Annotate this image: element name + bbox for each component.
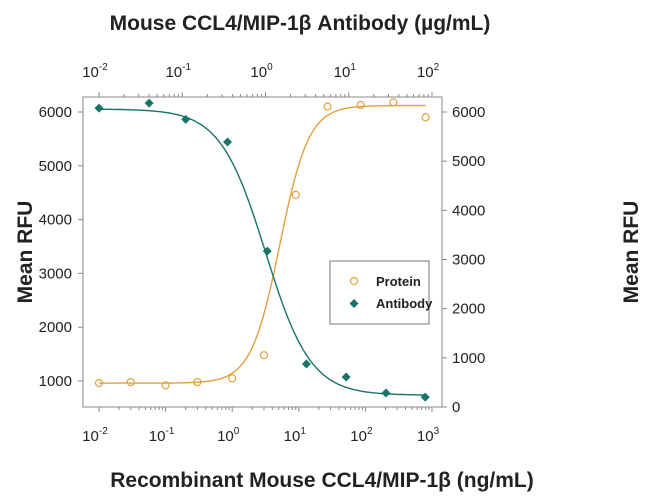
data-point-protein [421, 113, 430, 122]
x-top-tick-label: 10-2 [82, 62, 108, 81]
data-point-antibody [420, 392, 430, 402]
data-point-antibody [262, 246, 272, 256]
x-bottom-tick-label: 101 [284, 426, 307, 445]
data-point-protein [94, 379, 104, 388]
y-left-tick-label: 6000 [39, 104, 72, 121]
data-point-protein [228, 374, 237, 383]
data-point-antibody [223, 137, 233, 147]
x-top-tick-label: 10-1 [165, 62, 191, 81]
x-bottom-tick-label: 103 [417, 426, 440, 445]
legend-box [329, 260, 430, 325]
data-point-protein [356, 100, 365, 110]
x-top-tick-exponent: -1 [182, 62, 191, 73]
x-top-tick-label: 101 [334, 62, 357, 81]
y-right-tick-label: 3000 [452, 252, 485, 269]
y-left-tick-label: 4000 [39, 212, 72, 229]
y-axis-title-left: Mean RFU [14, 201, 37, 304]
y-left-tick-label: 2000 [39, 319, 72, 336]
y-right-tick-label: 4000 [452, 202, 485, 219]
y-left-tick-label: 3000 [39, 265, 72, 282]
y-right-tick-label: 0 [452, 399, 460, 416]
y-right-tick-label: 5000 [452, 153, 485, 170]
legend-marker-protein [349, 276, 359, 286]
x-bottom-tick-exponent: 3 [434, 426, 440, 437]
x-top-tick-exponent: 2 [434, 62, 440, 73]
fit-curve-protein [99, 104, 426, 384]
x-bottom-tick-label: 10-1 [149, 426, 175, 445]
y-axis-title-right: Mean RFU [620, 201, 643, 304]
data-point-antibody [341, 372, 351, 382]
fit-curve-antibody [99, 108, 426, 396]
data-point-protein [126, 377, 135, 387]
x-bottom-tick-label: 10-2 [82, 426, 108, 445]
data-point-antibody [381, 388, 391, 398]
x-top-tick-exponent: 1 [350, 62, 356, 73]
data-point-protein [161, 381, 170, 390]
y-right-tick-label: 6000 [452, 104, 485, 121]
legend-label-protein: Protein [376, 274, 421, 289]
data-point-protein [323, 102, 332, 111]
data-point-antibody [94, 103, 104, 113]
x-bottom-tick-exponent: -1 [165, 426, 174, 437]
x-top-tick-label: 102 [417, 62, 440, 81]
x-bottom-tick-exponent: 1 [300, 426, 306, 437]
top-axis-title: Mouse CCL4/MIP-1β Antibody (µg/mL) [110, 12, 491, 35]
x-axis-title: Recombinant Mouse CCL4/MIP-1β (ng/mL) [110, 469, 534, 492]
data-point-protein [193, 377, 202, 387]
y-left-tick-label: 5000 [39, 158, 72, 175]
x-bottom-tick-exponent: 0 [234, 426, 240, 437]
y-left-tick-label: 1000 [39, 373, 72, 390]
x-bottom-tick-label: 102 [350, 426, 373, 445]
x-top-tick-label: 100 [250, 62, 273, 81]
data-point-protein [389, 98, 398, 107]
x-bottom-tick-label: 100 [217, 426, 240, 445]
x-top-tick-exponent: 0 [267, 62, 273, 73]
data-point-antibody [301, 359, 311, 369]
data-point-antibody [181, 114, 191, 124]
legend-marker-antibody [349, 299, 359, 308]
x-bottom-tick-exponent: 2 [367, 426, 373, 437]
legend-label-antibody: Antibody [376, 296, 433, 311]
x-top-tick-exponent: -2 [99, 62, 108, 73]
y-right-tick-label: 2000 [452, 301, 485, 318]
legend: Protein Antibody [329, 260, 433, 325]
x-bottom-tick-exponent: -2 [99, 426, 108, 437]
data-point-protein [259, 351, 269, 360]
data-point-antibody [144, 98, 154, 108]
data-point-protein [291, 190, 300, 199]
plot-frame [82, 96, 443, 408]
y-right-tick-label: 1000 [452, 350, 485, 367]
